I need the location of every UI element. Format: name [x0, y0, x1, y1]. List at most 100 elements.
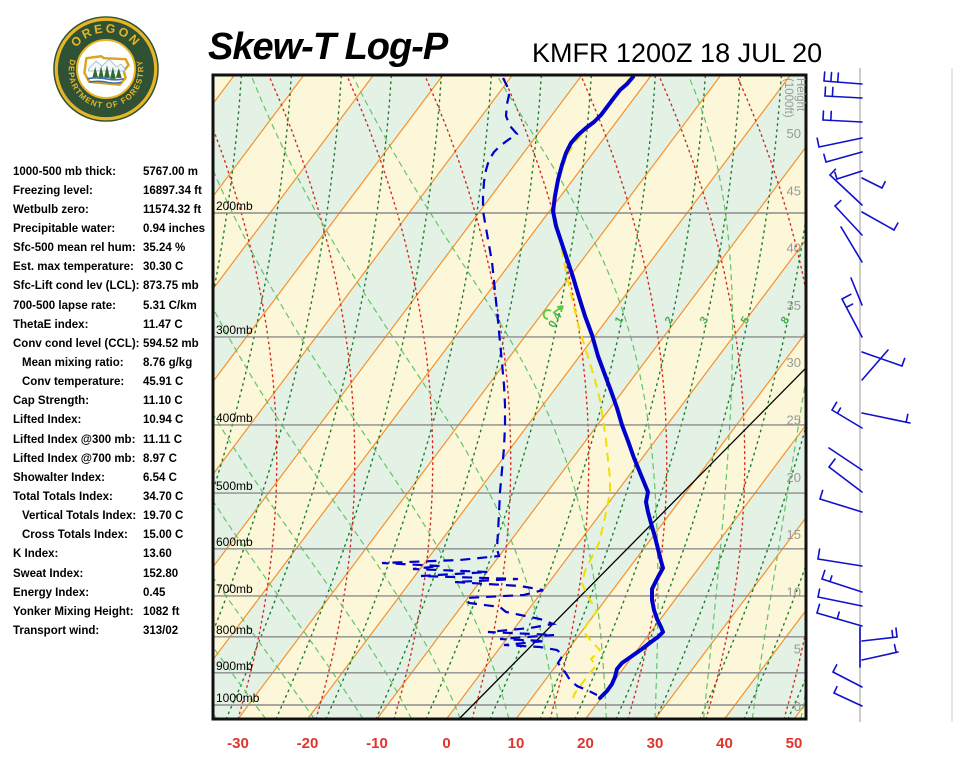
moist-adiabat-line [213, 307, 461, 719]
wind-barb-staff [861, 636, 898, 642]
isotherm-band [213, 75, 235, 104]
stat-row: Lifted Index: 10.94 C [13, 411, 218, 430]
wind-barb-tick [819, 489, 824, 500]
isotherm-band [238, 75, 791, 719]
wind-barb-tick [834, 199, 842, 207]
isotherm-line [213, 75, 583, 568]
mixing-ratio-line [489, 75, 657, 719]
stat-label: Sfc-Lift cond lev (LCL): [13, 280, 140, 293]
wind-barb-tick [901, 357, 906, 367]
stat-label: Conv temperature: [22, 376, 125, 389]
wind-barb-tick [893, 643, 898, 654]
stat-value: 8.97 C [143, 452, 177, 465]
moist-adiabat-line [0, 62, 120, 719]
stat-row: Showalter Index: 6.54 C [13, 468, 218, 487]
pressure-label: 900mb [216, 659, 253, 673]
wind-barb-staff [861, 412, 911, 424]
wind-barb-tick [881, 180, 886, 189]
plot-border [211, 73, 808, 721]
temp-axis-tick-label: 0 [442, 735, 450, 752]
moist-adiabat-line [213, 576, 315, 719]
moist-adiabat-line [850, 62, 960, 719]
isotherm-line [213, 75, 374, 290]
dry-adiabat-line [424, 75, 512, 719]
wind-barb-tick [828, 458, 836, 468]
isotherm-line [213, 75, 513, 476]
stat-label: 700-500 lapse rate: [13, 299, 116, 312]
mixing-ratio-line [787, 676, 806, 719]
mixing-ratio-line [655, 214, 806, 719]
wind-barb-tick [834, 171, 838, 180]
wind-barb-tick [832, 664, 838, 673]
height-axis-label: Height [794, 78, 806, 112]
wind-barb-staff [818, 137, 863, 148]
stat-label: ThetaE index: [13, 318, 89, 331]
pressure-label: 300mb [216, 323, 253, 337]
isotherm-band [0, 75, 96, 719]
height-tick-label: 0 [794, 699, 801, 714]
wind-barb-staff [833, 692, 863, 707]
stat-row: K Index: 13.60 [13, 545, 218, 564]
stat-row: Precipitable water: 0.94 inches [13, 219, 218, 238]
stat-label: Lifted Index: [13, 414, 82, 427]
dry-adiabat-line [213, 126, 278, 719]
temp-axis-tick-label: -20 [297, 735, 319, 752]
moist-adiabat-line [213, 712, 218, 719]
wind-barb-tick [823, 71, 826, 82]
temp-axis-tick-label: 30 [647, 735, 664, 752]
isotherm-band [213, 75, 721, 719]
wind-barb-staff [823, 80, 863, 85]
isotherm-line [237, 75, 722, 719]
mixing-ratio-line [213, 75, 293, 494]
isotherm-line [446, 238, 806, 719]
isotherm-band [794, 703, 806, 719]
stat-value: 34.70 C [143, 490, 184, 503]
wind-barb-tick [836, 407, 842, 415]
height-tick-label: 10 [787, 584, 801, 599]
stat-label: Lifted Index @300 mb: [13, 433, 136, 446]
mixing-ratio-line [26, 75, 191, 719]
stat-row: Yonker Mixing Height: 1082 ft [13, 602, 218, 621]
isotherm-line [793, 702, 806, 719]
stat-value: 594.52 mb [143, 337, 199, 350]
dry-adiabat-line [113, 75, 199, 719]
wind-barb-tick [845, 303, 854, 309]
pressure-label: 400mb [216, 411, 253, 425]
isotherm-line [585, 423, 806, 719]
wind-barb-tick [836, 72, 840, 83]
station-line: KMFR 1200Z 18 JUL 20 [532, 38, 823, 68]
stat-label: Conv cond level (CCL): [13, 337, 140, 350]
stat-row: Conv cond level (CCL): 594.52 mb [13, 334, 218, 353]
stat-label: Mean mixing ratio: [22, 356, 124, 369]
wind-barb-staff [817, 596, 863, 607]
reference-line [458, 367, 806, 719]
moist-adiabat-line [0, 62, 71, 719]
stat-row: Energy Index: 0.45 [13, 583, 218, 602]
stat-label: Cap Strength: [13, 395, 90, 408]
wind-barb-staff [817, 558, 863, 567]
wind-barb-staff [841, 298, 863, 338]
stat-row: Sweat Index: 152.80 [13, 564, 218, 583]
height-tick-label: 40 [787, 241, 801, 256]
stat-value: 5767.00 m [143, 165, 198, 178]
stat-row: Est. max temperature: 30.30 C [13, 258, 218, 277]
wind-barb-staff [861, 349, 889, 381]
stat-value: 11.47 C [143, 318, 183, 331]
stat-value: 45.91 C [143, 376, 184, 389]
mixing-ratio-line [275, 75, 443, 719]
stat-row: Cross Totals Index: 15.00 C [13, 526, 218, 545]
stat-row: Cap Strength: 11.10 C [13, 392, 218, 411]
isotherm-line [213, 75, 235, 105]
stat-value: 1082 ft [143, 605, 180, 618]
stat-row: ThetaE index: 11.47 C [13, 315, 218, 334]
dry-adiabat-line [736, 75, 806, 719]
stat-value: 11.10 C [143, 395, 183, 408]
height-tick-label: 25 [787, 413, 801, 428]
stat-value: 0.94 inches [143, 222, 206, 235]
stat-value: 30.30 C [143, 261, 184, 274]
stat-row: Vertical Totals Index: 19.70 C [13, 507, 218, 526]
stat-label: Sweat Index: [13, 567, 84, 580]
dry-adiabat-line [502, 75, 590, 719]
wind-barb-staff [831, 409, 863, 429]
isotherm-band [864, 75, 960, 719]
